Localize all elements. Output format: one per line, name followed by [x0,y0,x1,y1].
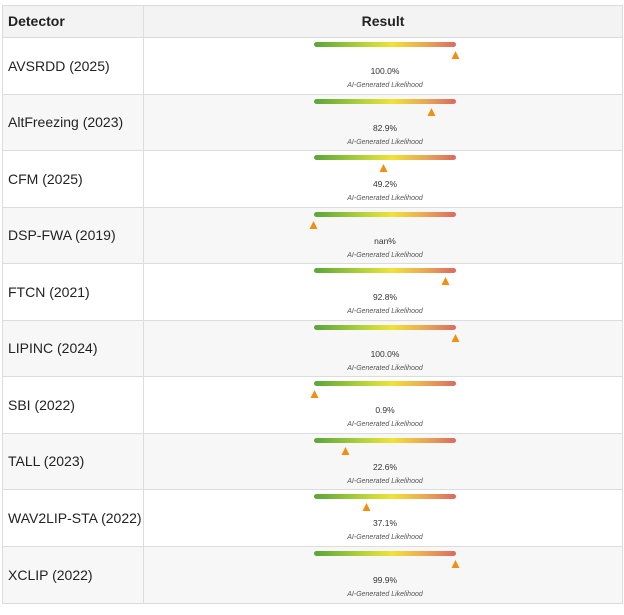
table-header: Detector Result [3,6,622,38]
table-row: WAV2LIP-STA (2022) 37.1% AI-Generated Like… [3,490,622,547]
detector-name: LIPINC (2024) [3,320,144,376]
detector-name: TALL (2023) [3,433,144,489]
detector-column-header: Detector [3,6,144,37]
gradient-bar [314,494,456,499]
likelihood-gauge: 92.8% AI-Generated Likelihood [314,268,456,318]
marker-triangle-icon [362,503,371,511]
likelihood-gauge: 37.1% AI-Generated Likelihood [314,494,456,544]
marker-triangle-icon [451,333,460,342]
table-row: FTCN (2021) 92.8% AI-Generated Likelihood [3,264,622,321]
table-row: AltFreezing (2023) 82.9% AI-Generated Like… [3,94,622,151]
detector-name: WAV2LIP-STA (2022) [3,490,144,546]
result-cell: 49.2% AI-Generated Likelihood [144,151,622,207]
marker-triangle-icon [451,51,460,59]
result-cell: nan% AI-Generated Likelihood [144,208,622,264]
marker-triangle-icon [379,164,388,172]
gradient-bar [314,324,456,330]
result-cell: 100.0% AI-Generated Likelihood [144,321,622,377]
likelihood-gauge: 100.0% AI-Generated Likelihood [314,324,460,375]
result-cell: 82.9% AI-Generated Likelihood [144,95,622,151]
table-row: DSP-FWA (2019) nan% AI-Generated Likelihoo… [3,207,622,264]
likelihood-percent: 100.0% [370,66,400,76]
result-cell: 92.8% AI-Generated Likelihood [144,264,622,320]
marker-triangle-icon [341,446,350,455]
likelihood-gauge: nan% AI-Generated Likelihood [309,211,456,262]
detector-name: DSP-FWA (2019) [3,207,144,263]
marker-triangle-icon [309,220,318,229]
likelihood-caption: AI-Generated Likelihood [347,82,423,89]
likelihood-gauge: 22.6% AI-Generated Likelihood [314,437,456,488]
likelihood-caption: AI-Generated Likelihood [347,251,423,259]
likelihood-percent: 82.9% [372,122,398,133]
results-table: Detector Result AVSRDD (2025) 100.0% AI-Ge… [2,5,623,604]
table-row: AVSRDD (2025) 100.0% AI-Generated Likeliho… [3,38,622,95]
gradient-bar [314,98,456,104]
gradient-bar [314,155,456,160]
likelihood-gauge: 82.9% AI-Generated Likelihood [314,98,456,149]
likelihood-gauge: 99.9% AI-Generated Likelihood [314,550,460,601]
likelihood-caption: AI-Generated Likelihood [347,308,423,315]
table-row: TALL (2023) 22.6% AI-Generated Likelihood [3,433,622,490]
detector-name: XCLIP (2022) [3,546,144,603]
gradient-bar [314,42,456,47]
likelihood-caption: AI-Generated Likelihood [347,364,423,372]
likelihood-percent: 22.6% [372,461,398,472]
detector-name: AVSRDD (2025) [3,38,144,94]
likelihood-percent: nan% [374,235,396,246]
detector-name: AltFreezing (2023) [3,94,144,150]
table-row: XCLIP (2022) 99.9% AI-Generated Likelihood [3,546,622,604]
likelihood-caption: AI-Generated Likelihood [347,195,423,202]
result-cell: 37.1% AI-Generated Likelihood [144,490,622,546]
likelihood-percent: 0.9% [375,405,395,415]
result-cell: 22.6% AI-Generated Likelihood [144,434,622,490]
table-row: SBI (2022) 0.9% AI-Generated Likelihood [3,377,622,434]
marker-triangle-icon [441,277,450,285]
gradient-bar [314,268,456,273]
likelihood-caption: AI-Generated Likelihood [347,477,423,485]
gradient-bar [314,437,456,443]
table-row: LIPINC (2024) 100.0% AI-Generated Likeliho… [3,320,622,377]
detector-name: CFM (2025) [3,151,144,207]
result-cell: 0.9% AI-Generated Likelihood [144,377,622,433]
likelihood-gauge: 49.2% AI-Generated Likelihood [314,155,456,205]
result-cell: 100.0% AI-Generated Likelihood [144,38,622,94]
gradient-bar [314,550,456,556]
likelihood-percent: 92.8% [372,292,398,302]
likelihood-caption: AI-Generated Likelihood [347,534,423,541]
result-cell: 99.9% AI-Generated Likelihood [144,547,622,604]
result-column-header: Result [361,13,405,29]
likelihood-gauge: 100.0% AI-Generated Likelihood [314,42,460,92]
likelihood-gauge: 0.9% AI-Generated Likelihood [310,381,456,431]
gradient-bar [314,211,456,217]
likelihood-caption: AI-Generated Likelihood [347,590,423,598]
detector-name: SBI (2022) [3,377,144,433]
likelihood-percent: 37.1% [372,518,398,528]
marker-triangle-icon [427,107,436,116]
likelihood-caption: AI-Generated Likelihood [347,421,423,428]
likelihood-percent: 100.0% [370,348,400,359]
detector-name: FTCN (2021) [3,264,144,320]
marker-triangle-icon [451,559,460,568]
likelihood-percent: 99.9% [372,574,398,585]
table-row: CFM (2025) 49.2% AI-Generated Likelihood [3,151,622,208]
marker-triangle-icon [310,390,319,398]
likelihood-caption: AI-Generated Likelihood [347,138,423,146]
likelihood-percent: 49.2% [372,179,398,189]
gradient-bar [314,381,456,386]
